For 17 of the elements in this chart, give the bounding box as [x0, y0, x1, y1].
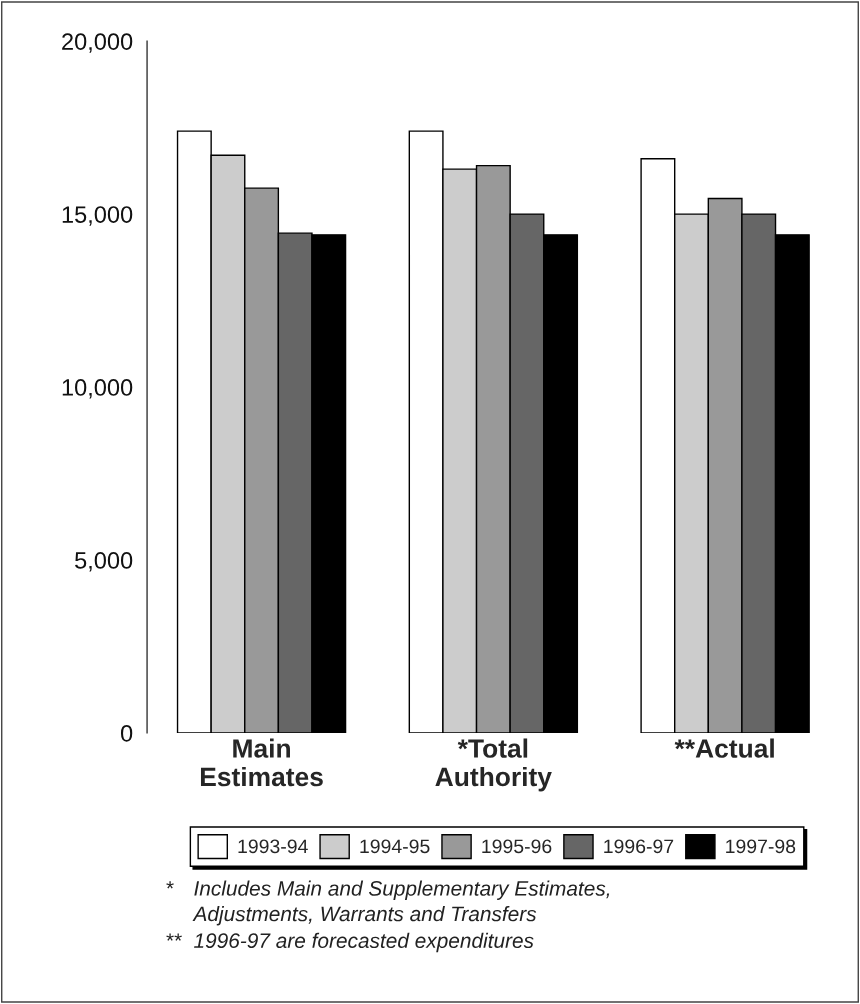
- text: *: [166, 881, 174, 889]
- y-tick-label: 5,000: [75, 552, 133, 572]
- x-tick-label: *Total Authority: [435, 738, 552, 792]
- text: **: [166, 933, 182, 941]
- y-tick-label: 10,000: [62, 379, 133, 399]
- x-tick-label: **Actual: [674, 738, 774, 758]
- legend-label: 1997-98: [726, 839, 796, 854]
- legend-label: 1994-95: [360, 839, 430, 854]
- legend-label: 1996-97: [604, 839, 674, 854]
- y-tick-label: 20,000: [62, 33, 133, 53]
- text: Includes Main and Supplementary Estimates, Adjustments, Warrants and Transfers: [192, 880, 610, 926]
- legend-label: 1993-94: [238, 839, 308, 854]
- legend-label: 1995-96: [482, 839, 552, 854]
- y-tick-label: 0: [120, 724, 133, 742]
- y-tick-label: 15,000: [62, 206, 133, 226]
- text: 1996-97 are forecasted expenditures: [194, 932, 534, 953]
- x-tick-label: Main Estimates: [200, 738, 323, 787]
